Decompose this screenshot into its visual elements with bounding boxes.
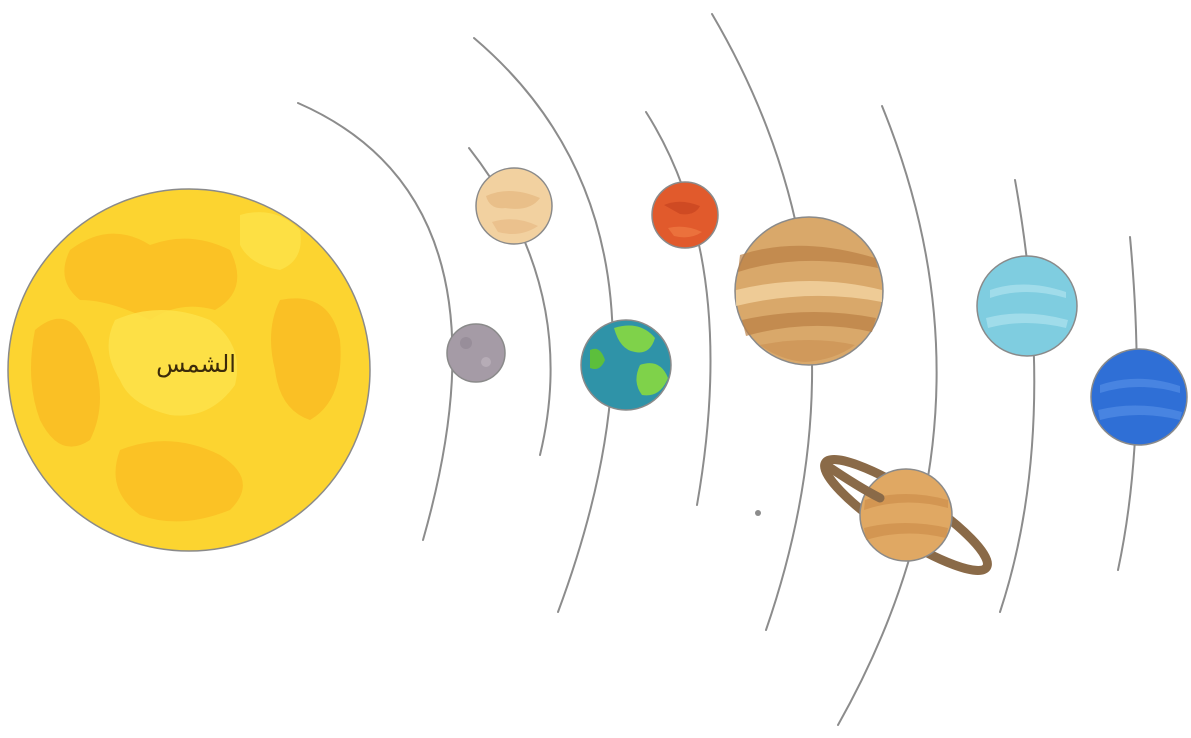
orbit-mars — [645, 111, 712, 506]
mercury-icon — [446, 323, 506, 383]
saturn-icon — [820, 455, 992, 575]
orbit-uranus — [999, 179, 1036, 613]
stray-dot — [755, 510, 761, 516]
earth-icon — [580, 319, 672, 411]
orbits — [297, 13, 1138, 726]
sun-patch — [64, 233, 238, 320]
mars-icon — [651, 181, 719, 249]
orbit-mercury — [297, 102, 454, 541]
venus-icon — [475, 167, 553, 245]
sun-patch — [31, 318, 100, 447]
sun-patch — [240, 212, 301, 270]
orbit-earth — [473, 37, 614, 613]
sun-patch — [271, 298, 341, 420]
orbit-saturn — [837, 105, 938, 726]
jupiter-icon — [734, 216, 884, 366]
sun-label: الشمس — [156, 350, 236, 378]
neptune-icon — [1090, 348, 1188, 446]
sun-icon: الشمس — [7, 188, 371, 552]
uranus-icon — [976, 255, 1078, 357]
sun-patch — [115, 441, 243, 522]
sun-patch — [108, 310, 238, 416]
